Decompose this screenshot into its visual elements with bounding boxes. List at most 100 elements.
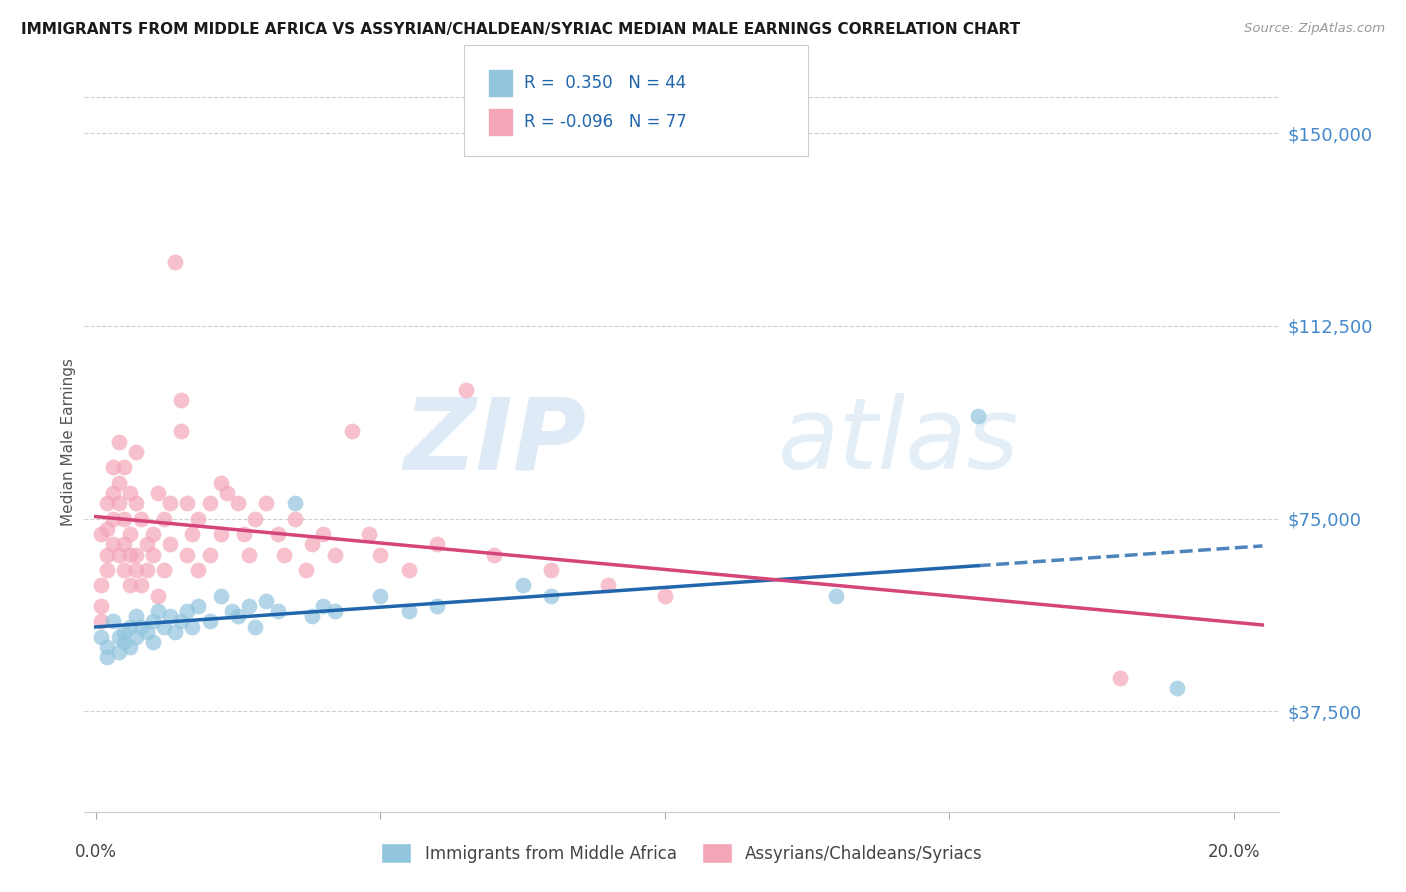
- Point: [107, 434, 129, 449]
- Point: [107, 548, 129, 562]
- Point: [142, 548, 165, 562]
- Point: [107, 630, 129, 644]
- Point: [90, 527, 112, 541]
- Text: 20.0%: 20.0%: [1208, 843, 1260, 861]
- Point: [176, 496, 198, 510]
- Point: [323, 604, 346, 618]
- Point: [101, 537, 124, 551]
- Point: [136, 563, 159, 577]
- Point: [357, 527, 380, 541]
- Point: [112, 511, 135, 525]
- Point: [159, 496, 181, 510]
- Point: [118, 640, 141, 655]
- Point: [187, 599, 209, 613]
- Point: [118, 527, 141, 541]
- Text: R =  0.350   N = 44: R = 0.350 N = 44: [524, 74, 686, 92]
- Point: [232, 527, 254, 541]
- Point: [238, 599, 260, 613]
- Point: [90, 630, 112, 644]
- Point: [124, 609, 146, 624]
- Point: [142, 615, 165, 629]
- Point: [148, 589, 170, 603]
- Point: [142, 527, 165, 541]
- Point: [824, 589, 846, 603]
- Point: [198, 496, 221, 510]
- Point: [243, 620, 266, 634]
- Point: [107, 496, 129, 510]
- Point: [284, 511, 307, 525]
- Point: [226, 609, 249, 624]
- Point: [966, 409, 988, 423]
- Y-axis label: Median Male Earnings: Median Male Earnings: [60, 358, 76, 525]
- Point: [243, 511, 266, 525]
- Point: [165, 254, 187, 268]
- Point: [124, 496, 146, 510]
- Point: [90, 615, 112, 629]
- Point: [170, 393, 193, 408]
- Point: [118, 620, 141, 634]
- Point: [112, 537, 135, 551]
- Point: [107, 475, 129, 490]
- Point: [654, 589, 676, 603]
- Point: [170, 424, 193, 438]
- Point: [118, 578, 141, 592]
- Point: [284, 496, 307, 510]
- Point: [153, 620, 176, 634]
- Point: [209, 475, 232, 490]
- Point: [112, 563, 135, 577]
- Point: [540, 563, 562, 577]
- Point: [398, 604, 420, 618]
- Point: [96, 548, 118, 562]
- Point: [312, 599, 335, 613]
- Point: [129, 578, 152, 592]
- Point: [512, 578, 534, 592]
- Point: [295, 563, 318, 577]
- Point: [209, 589, 232, 603]
- Point: [176, 604, 198, 618]
- Text: Source: ZipAtlas.com: Source: ZipAtlas.com: [1244, 22, 1385, 36]
- Point: [323, 548, 346, 562]
- Point: [112, 460, 135, 475]
- Point: [540, 589, 562, 603]
- Point: [142, 635, 165, 649]
- Point: [129, 511, 152, 525]
- Point: [101, 486, 124, 500]
- Text: IMMIGRANTS FROM MIDDLE AFRICA VS ASSYRIAN/CHALDEAN/SYRIAC MEDIAN MALE EARNINGS C: IMMIGRANTS FROM MIDDLE AFRICA VS ASSYRIA…: [21, 22, 1021, 37]
- Point: [101, 615, 124, 629]
- Point: [238, 548, 260, 562]
- Point: [153, 511, 176, 525]
- Point: [267, 527, 290, 541]
- Text: R = -0.096   N = 77: R = -0.096 N = 77: [524, 113, 688, 131]
- Point: [198, 548, 221, 562]
- Point: [112, 635, 135, 649]
- Point: [221, 604, 243, 618]
- Point: [187, 511, 209, 525]
- Point: [124, 630, 146, 644]
- Point: [96, 650, 118, 665]
- Point: [368, 589, 391, 603]
- Point: [1166, 681, 1188, 696]
- Point: [267, 604, 290, 618]
- Point: [215, 486, 238, 500]
- Point: [136, 537, 159, 551]
- Point: [90, 578, 112, 592]
- Point: [90, 599, 112, 613]
- Point: [482, 548, 505, 562]
- Text: atlas: atlas: [778, 393, 1019, 490]
- Point: [181, 527, 204, 541]
- Point: [96, 522, 118, 536]
- Point: [256, 496, 278, 510]
- Point: [159, 537, 181, 551]
- Point: [312, 527, 335, 541]
- Point: [398, 563, 420, 577]
- Point: [301, 537, 323, 551]
- Point: [153, 563, 176, 577]
- Text: ZIP: ZIP: [404, 393, 586, 490]
- Point: [124, 445, 146, 459]
- Point: [340, 424, 363, 438]
- Point: [101, 460, 124, 475]
- Point: [96, 640, 118, 655]
- Point: [226, 496, 249, 510]
- Point: [170, 615, 193, 629]
- Point: [96, 496, 118, 510]
